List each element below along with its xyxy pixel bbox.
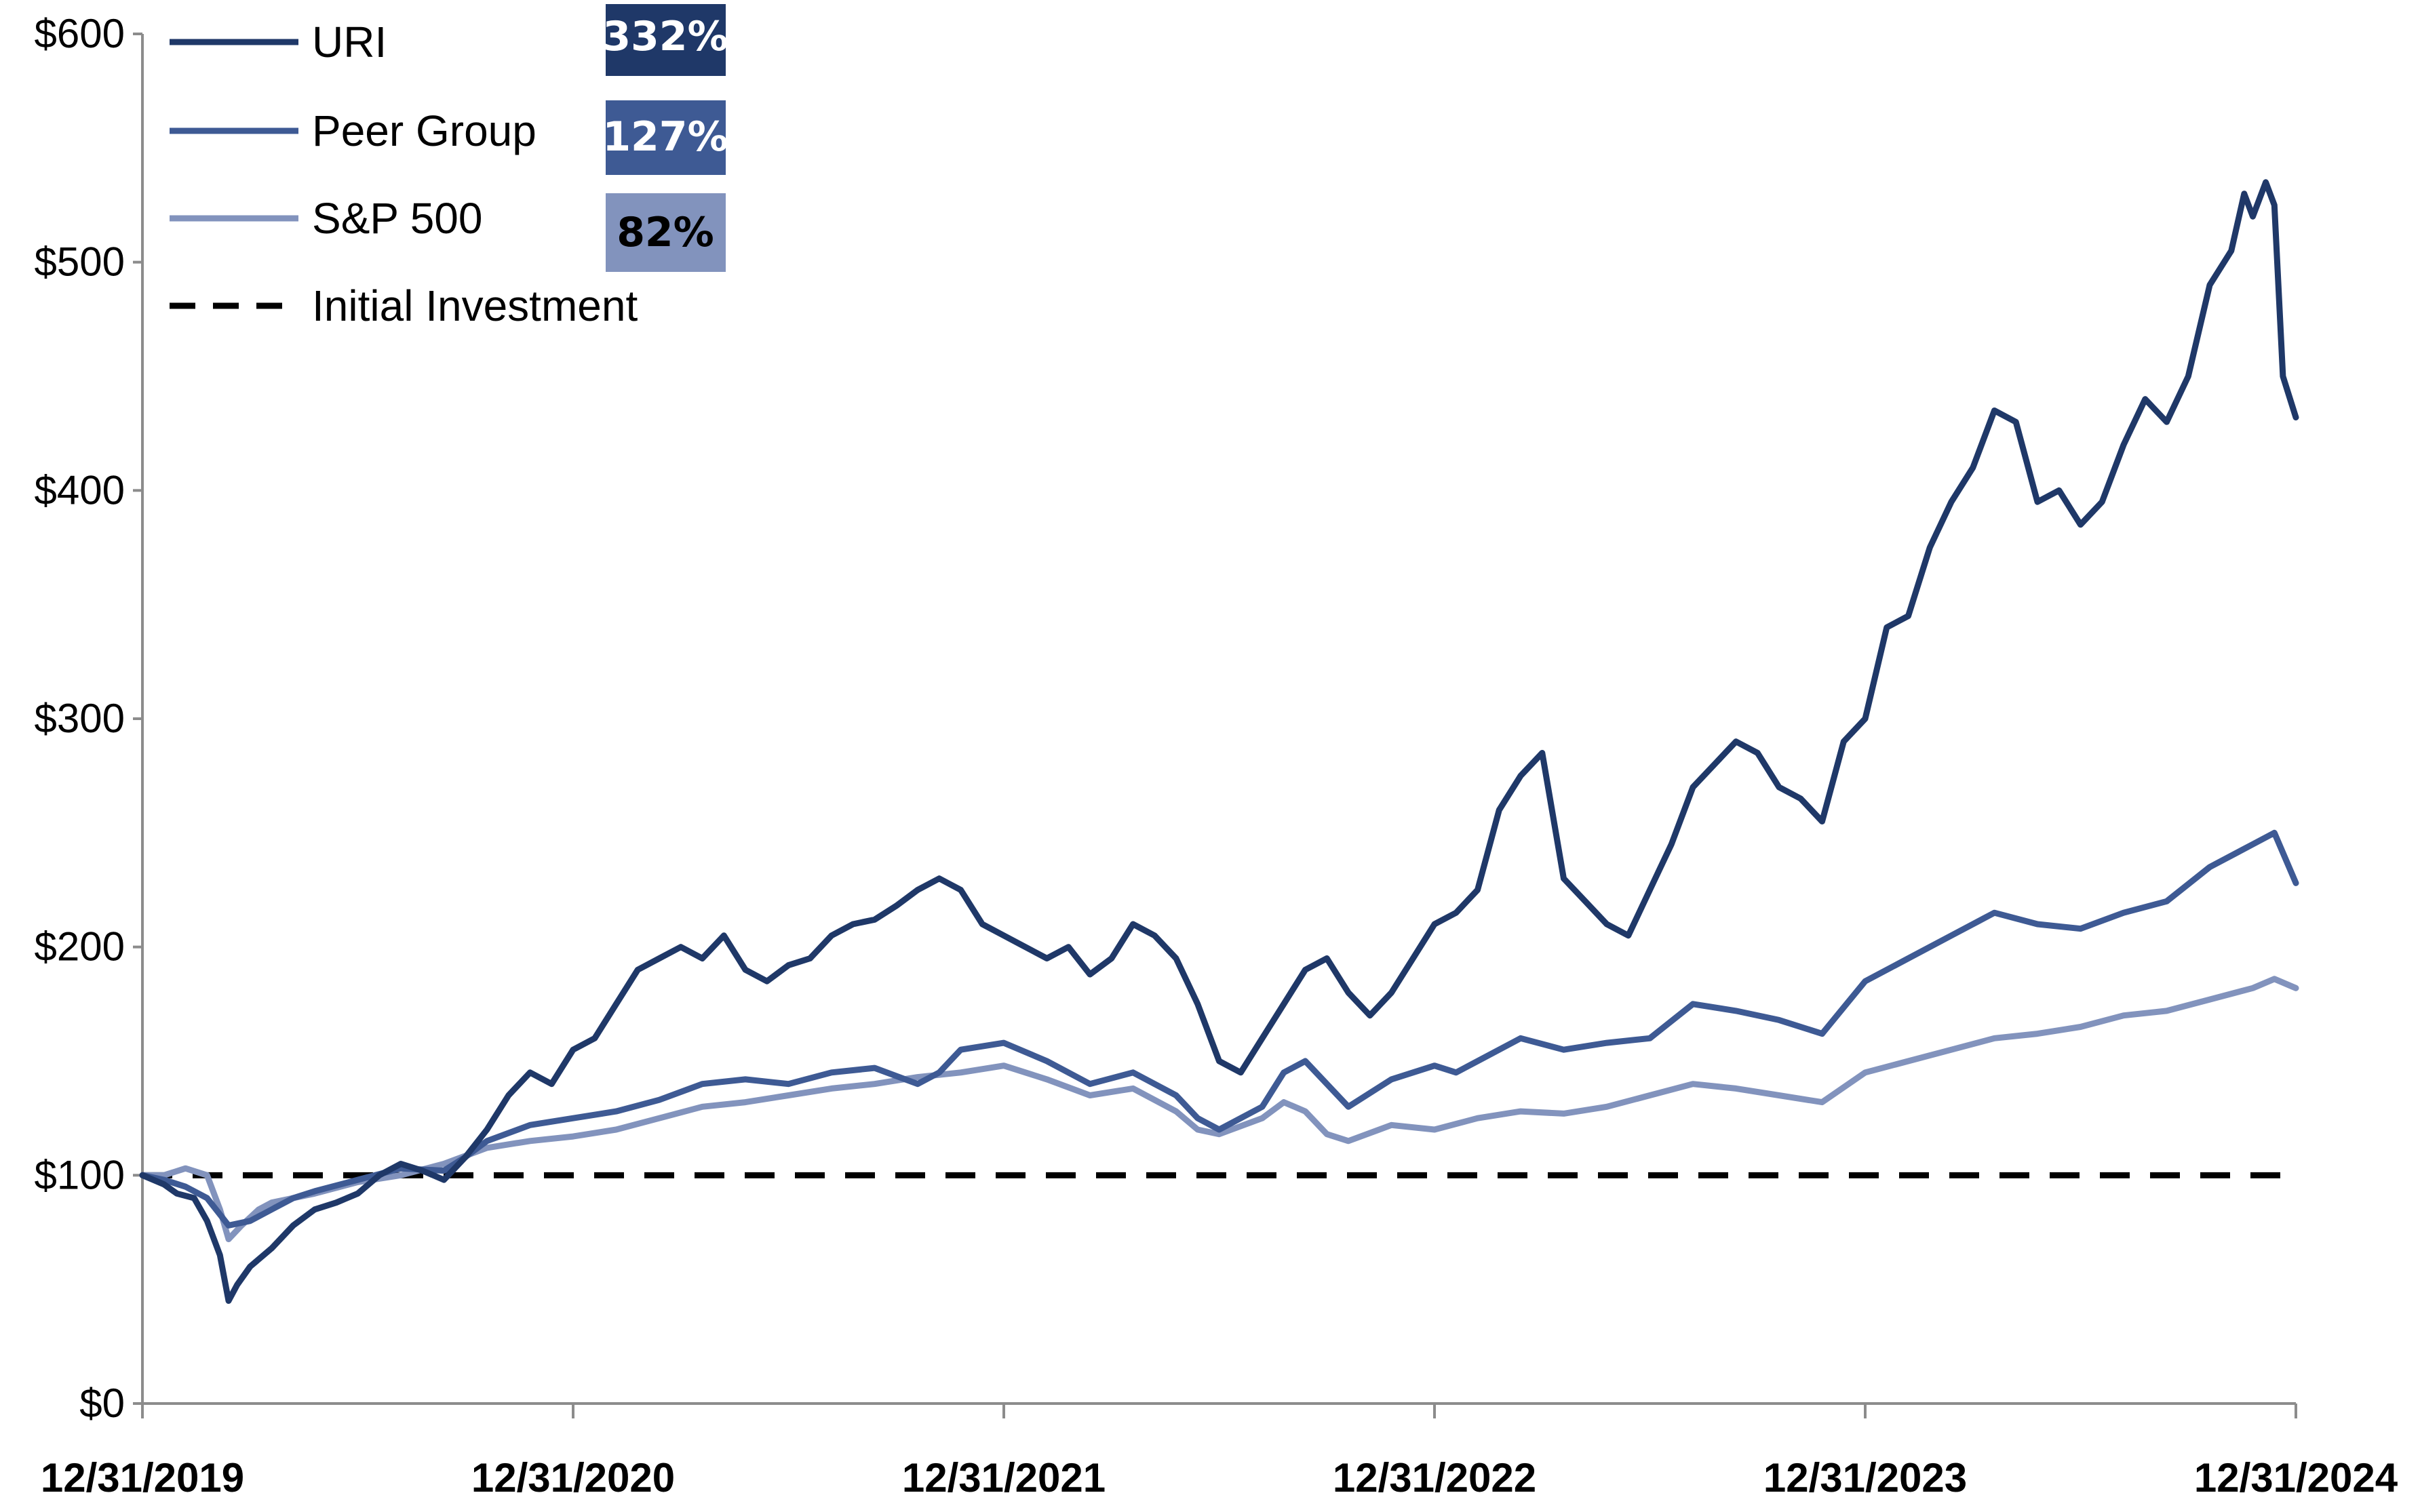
return-badge-sp500 [606, 193, 726, 272]
x-tick-label: 12/31/2023 [1763, 1455, 1967, 1500]
return-badge-sp500-text: 82% [617, 209, 714, 256]
uri-line [139, 179, 2299, 1304]
peer-group-line [139, 829, 2299, 1229]
y-tick-label: $400 [35, 467, 125, 513]
series-lines [139, 179, 2299, 1304]
x-tick-label: 12/31/2021 [902, 1455, 1106, 1500]
legend-label-sp500: S&P 500 [312, 194, 482, 243]
y-ticks: $0 $100 $200 $300 $400 $500 $600 [35, 11, 142, 1426]
return-badge-uri [606, 4, 726, 76]
x-tick-label: 12/31/2020 [471, 1455, 675, 1500]
y-tick-label: $200 [35, 924, 125, 970]
y-tick-label: $600 [35, 11, 125, 56]
legend-label-peer-group: Peer Group [312, 106, 536, 155]
y-tick-label: $100 [35, 1152, 125, 1197]
y-tick-label: $300 [35, 696, 125, 741]
x-tick-label: 12/31/2019 [41, 1455, 244, 1500]
return-badge-uri-text: 332% [602, 13, 728, 60]
x-ticks: 12/31/2019 12/31/2020 12/31/2021 12/31/2022… [41, 1404, 2398, 1500]
legend-label-uri: URI [312, 18, 387, 66]
x-tick-label: 12/31/2022 [1333, 1455, 1536, 1500]
y-tick-label: $0 [79, 1380, 125, 1426]
return-badge-peer-group [606, 100, 726, 175]
x-tick-label: 12/31/2024 [2194, 1455, 2398, 1500]
legend: URI 332% Peer Group 127% S&P 500 82% Ini… [170, 4, 728, 330]
legend-label-initial-investment: Initial Investment [312, 281, 638, 330]
return-badge-peer-group-text: 127% [602, 113, 728, 161]
y-tick-label: $500 [35, 239, 125, 285]
sp500-line [139, 976, 2299, 1243]
